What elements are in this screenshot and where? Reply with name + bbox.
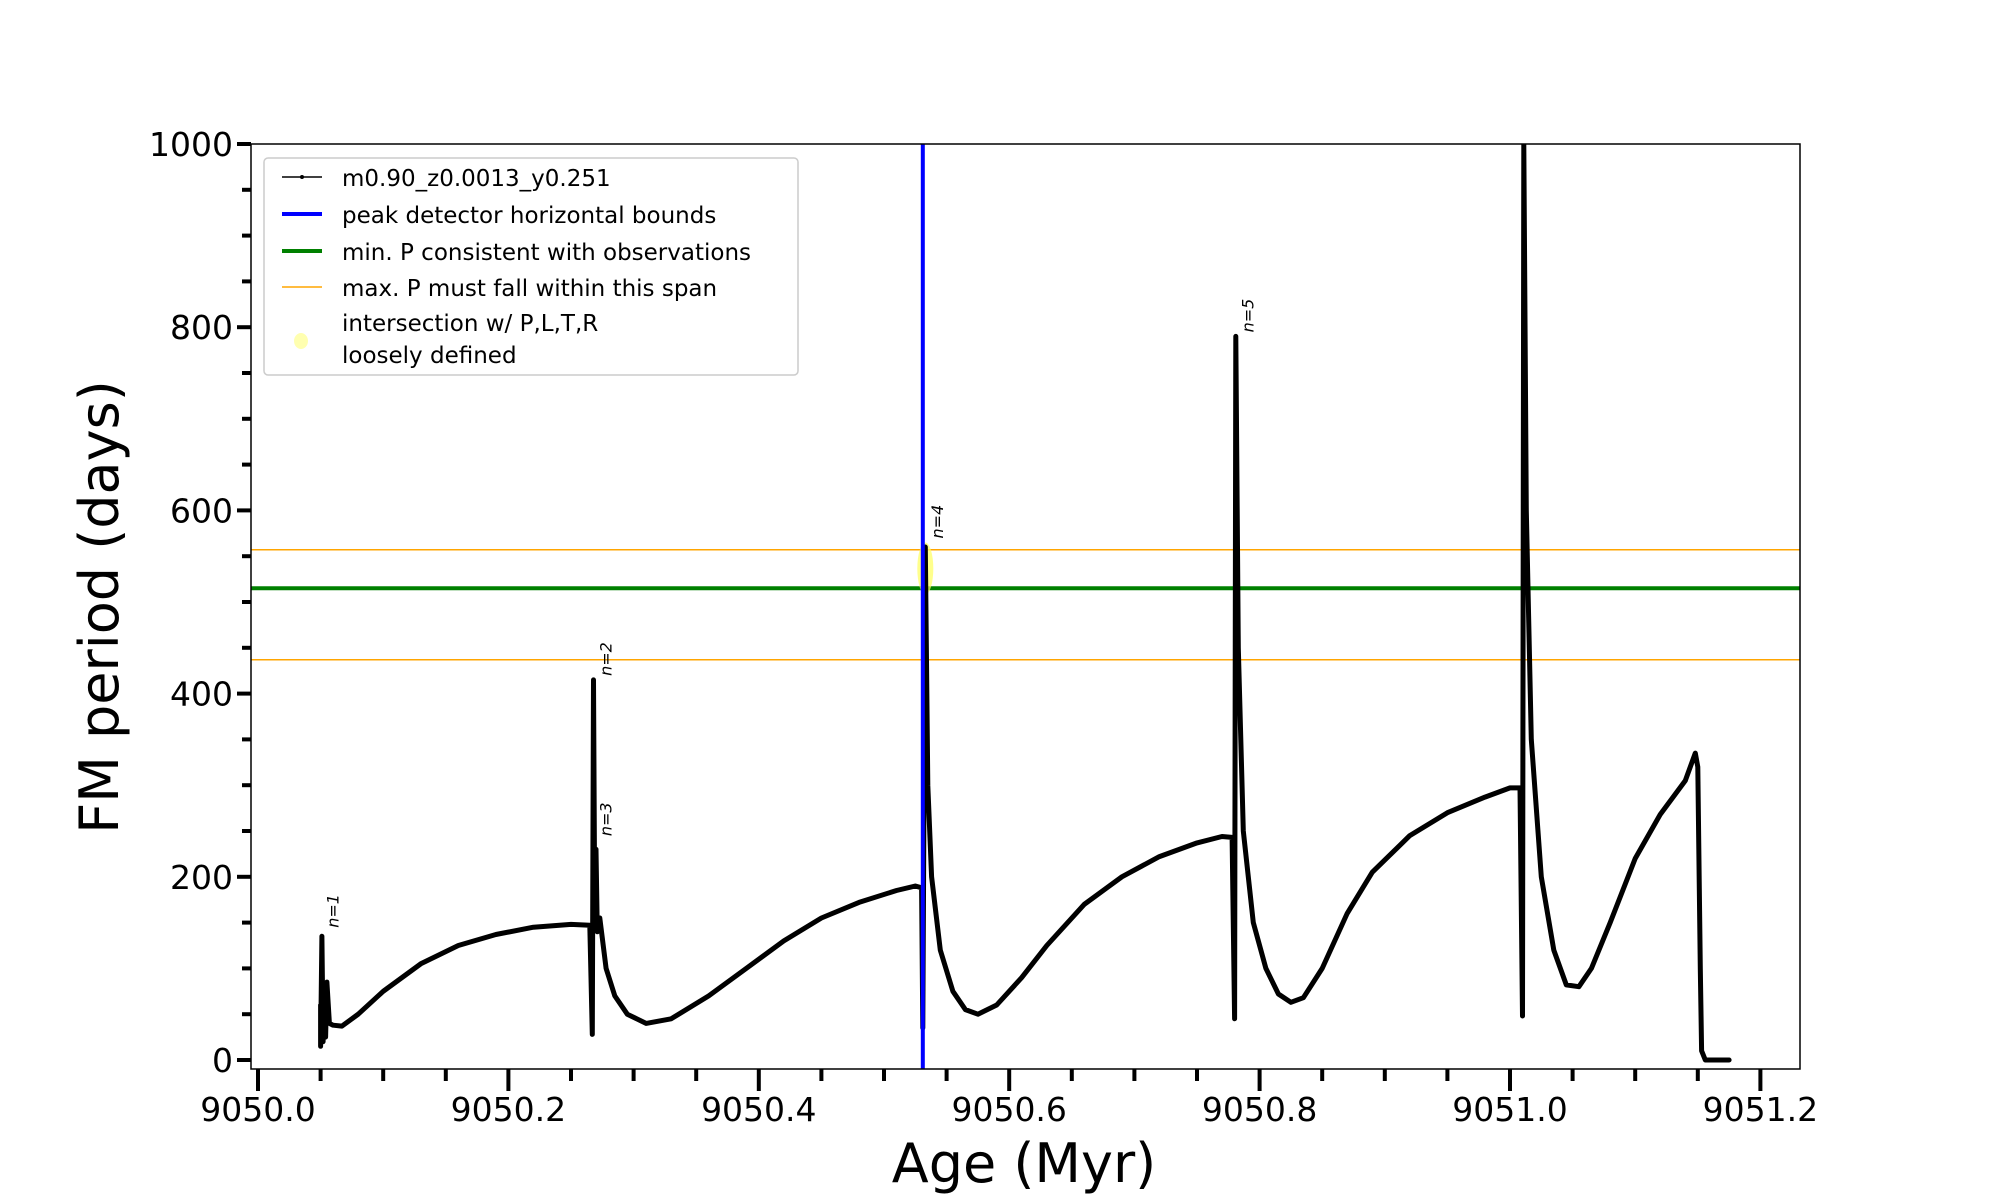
legend-label-blue: peak detector horizontal bounds — [342, 203, 716, 229]
legend-label-green: min. P consistent with observations — [342, 240, 751, 266]
x-axis-label: Age (Myr) — [892, 1132, 1157, 1195]
plot-frame — [250, 143, 1801, 1070]
y-tick-label: 400 — [170, 675, 233, 714]
y-tick-label: 200 — [170, 858, 233, 897]
legend-label-orange: max. P must fall within this span — [342, 276, 717, 302]
peak-label-n3: n=3 — [596, 802, 615, 836]
x-axis: 9050.0 9050.2 9050.4 9050.6 9050.8 9051.0 9051… — [200, 1069, 1818, 1129]
peak-label-n1: n=1 — [323, 894, 342, 928]
x-tick-label: 9050.0 — [200, 1090, 315, 1129]
y-tick-label: 1000 — [149, 125, 233, 164]
y-axis: 0 200 400 600 800 1000 — [149, 125, 251, 1080]
series-line — [318, 144, 1732, 1063]
peak-label-n2: n=2 — [596, 642, 615, 676]
x-tick-label: 9051.2 — [1703, 1090, 1818, 1129]
y-tick-label: 800 — [170, 308, 233, 347]
plot-area: n=1 n=2 n=3 n=4 n=5 — [251, 144, 1800, 1069]
legend-label-series: m0.90_z0.0013_y0.251 — [342, 166, 611, 192]
x-tick-label: 9050.8 — [1202, 1090, 1317, 1129]
legend: m0.90_z0.0013_y0.251 peak detector horiz… — [263, 157, 799, 376]
legend-label-highlight-2: loosely defined — [342, 343, 517, 369]
legend-marker-highlight — [294, 333, 308, 349]
y-axis-label: FM period (days) — [68, 380, 131, 834]
peak-label-n5: n=5 — [1239, 299, 1258, 333]
y-tick-label: 0 — [212, 1041, 233, 1080]
y-tick-label: 600 — [170, 491, 233, 530]
legend-marker-series — [300, 175, 304, 179]
x-tick-label: 9050.4 — [701, 1090, 816, 1129]
x-tick-label: 9050.6 — [951, 1090, 1066, 1129]
legend-box — [263, 157, 799, 376]
x-tick-label: 9050.2 — [451, 1090, 566, 1129]
x-tick-label: 9051.0 — [1452, 1090, 1567, 1129]
peak-label-n4: n=4 — [928, 505, 947, 539]
plot-content — [251, 144, 1800, 1069]
legend-label-highlight: intersection w/ P,L,T,R — [342, 311, 598, 337]
